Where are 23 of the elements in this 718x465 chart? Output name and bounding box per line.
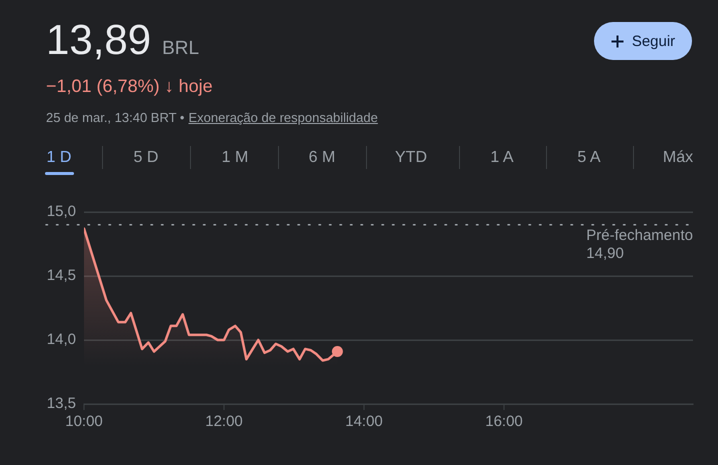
text: BRL <box>162 38 200 60</box>
text: 1 D <box>46 148 72 168</box>
text: 1 M <box>222 148 248 168</box>
x-tick-label: 12:00 <box>205 413 243 430</box>
text: Exoneração de responsabilidade <box>188 110 378 125</box>
x-tick-label: 16:00 <box>485 413 523 430</box>
y-tick-label: 13,5 <box>46 395 76 412</box>
text: YTD <box>395 148 427 168</box>
x-tick-label: 10:00 <box>65 413 103 430</box>
y-tick-label: 14,0 <box>46 331 76 348</box>
chart-title: 13,89 <box>46 16 152 63</box>
y-tick-label: 14,5 <box>46 267 76 284</box>
text: Máx <box>662 148 694 168</box>
text: 1 A <box>490 148 514 168</box>
text: 6 M <box>308 148 336 168</box>
ref-line-label: Pré-fechamento 14,90 <box>586 226 694 262</box>
y-tick-label: 15,0 <box>46 203 76 220</box>
follow-button[interactable]: Seguir <box>594 22 692 60</box>
x-tick-label: 14:00 <box>345 413 383 430</box>
chart-subtitle: −1,01 (6,78%) ↓ hoje <box>46 75 213 97</box>
text: 25 de mar., 13:40 BRT • <box>46 110 184 125</box>
text: 5 D <box>134 148 158 168</box>
text: 5 A <box>577 148 601 168</box>
